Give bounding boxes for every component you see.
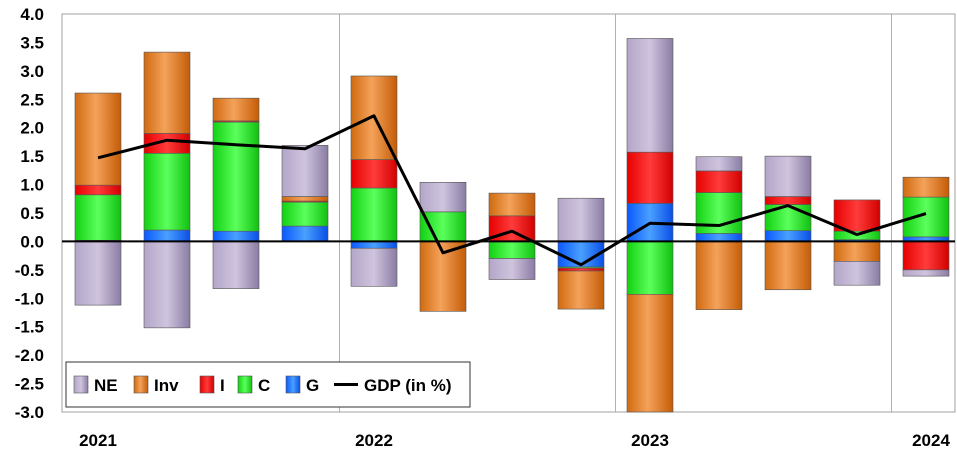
bar-inv-9 (626, 294, 674, 413)
y-tick-label: -3.0 (15, 403, 44, 422)
bar-g-10 (695, 233, 743, 242)
bar-ne-12 (833, 261, 881, 286)
x-year-label-2021: 2021 (79, 431, 117, 450)
bar-inv-10 (695, 241, 743, 310)
legend-swatch-inv (133, 375, 149, 394)
bar-c-7 (488, 241, 536, 259)
x-year-label-2023: 2023 (631, 431, 669, 450)
y-tick-label: -2.0 (15, 346, 44, 365)
legend-label-inv: Inv (154, 376, 179, 395)
bar-g-11 (764, 230, 812, 242)
legend-label-ne: NE (94, 376, 118, 395)
bar-ne-11 (764, 155, 812, 197)
y-tick-label: 2.0 (20, 119, 44, 138)
bar-ne-13 (902, 269, 950, 277)
y-tick-label: -0.5 (15, 261, 44, 280)
bar-ne-7 (488, 258, 536, 280)
bar-c-2 (143, 153, 191, 231)
bar-ne-2 (143, 241, 191, 329)
legend-label-gdp: GDP (in %) (364, 376, 452, 395)
x-year-label-2024: 2024 (912, 431, 950, 450)
bar-ne-9 (626, 38, 674, 153)
legend-swatch-ne (73, 375, 89, 394)
gdp-line (97, 114, 927, 267)
bar-inv-4 (281, 196, 329, 202)
bar-c-1 (74, 194, 122, 241)
bar-inv-2 (143, 51, 191, 134)
bar-inv-8 (557, 270, 605, 310)
bar-i-8 (557, 267, 605, 272)
legend-swatch-c (237, 375, 253, 394)
bar-g-3 (212, 230, 260, 242)
y-tick-label: 2.5 (20, 90, 44, 109)
y-tick-label: -1.0 (15, 289, 44, 308)
bar-i-11 (764, 196, 812, 205)
bar-c-3 (212, 121, 260, 232)
y-tick-label: 3.5 (20, 33, 44, 52)
bar-c-6 (419, 211, 467, 242)
legend-label-i: I (220, 376, 225, 395)
bar-c-9 (626, 241, 674, 295)
bar-inv-3 (212, 97, 260, 122)
bar-ne-8 (557, 197, 605, 242)
legend-swatch-i (199, 375, 215, 394)
y-tick-label: -2.5 (15, 375, 44, 394)
bar-g-2 (143, 229, 191, 242)
bar-inv-7 (488, 192, 536, 217)
bar-inv-1 (74, 92, 122, 186)
y-tick-label: 3.0 (20, 62, 44, 81)
bar-i-9 (626, 151, 674, 204)
bar-c-5 (350, 187, 398, 242)
bar-i-1 (74, 184, 122, 196)
legend-swatch-g (285, 375, 301, 394)
bar-ne-10 (695, 156, 743, 172)
bar-ne-1 (74, 241, 122, 306)
bar-ne-3 (212, 241, 260, 289)
bar-i-12 (833, 199, 881, 232)
bar-c-4 (281, 201, 329, 227)
bar-g-5 (350, 241, 398, 249)
y-tick-label: 1.0 (20, 176, 44, 195)
bar-ne-4 (281, 145, 329, 197)
y-tick-label: -1.5 (15, 318, 44, 337)
y-tick-label: 0.5 (20, 204, 44, 223)
bar-ne-5 (350, 247, 398, 287)
legend-label-g: G (306, 376, 319, 395)
bar-inv-13 (902, 176, 950, 198)
y-tick-label: 4.0 (20, 5, 44, 24)
y-tick-label: 0.0 (20, 232, 44, 251)
legend-label-c: C (258, 376, 270, 395)
y-tick-label: 1.5 (20, 147, 44, 166)
bar-i-5 (350, 159, 398, 189)
bar-g-4 (281, 225, 329, 242)
bar-i-10 (695, 170, 743, 193)
bar-ne-6 (419, 181, 467, 213)
bar-c-11 (764, 204, 812, 231)
bar-i-13 (902, 241, 950, 271)
bar-c-10 (695, 192, 743, 234)
legend: NE Inv I C G GDP (in %) (65, 361, 471, 408)
x-year-label-2022: 2022 (355, 431, 393, 450)
bar-inv-12 (833, 241, 881, 262)
legend-box (65, 361, 471, 408)
bar-inv-11 (764, 241, 812, 291)
